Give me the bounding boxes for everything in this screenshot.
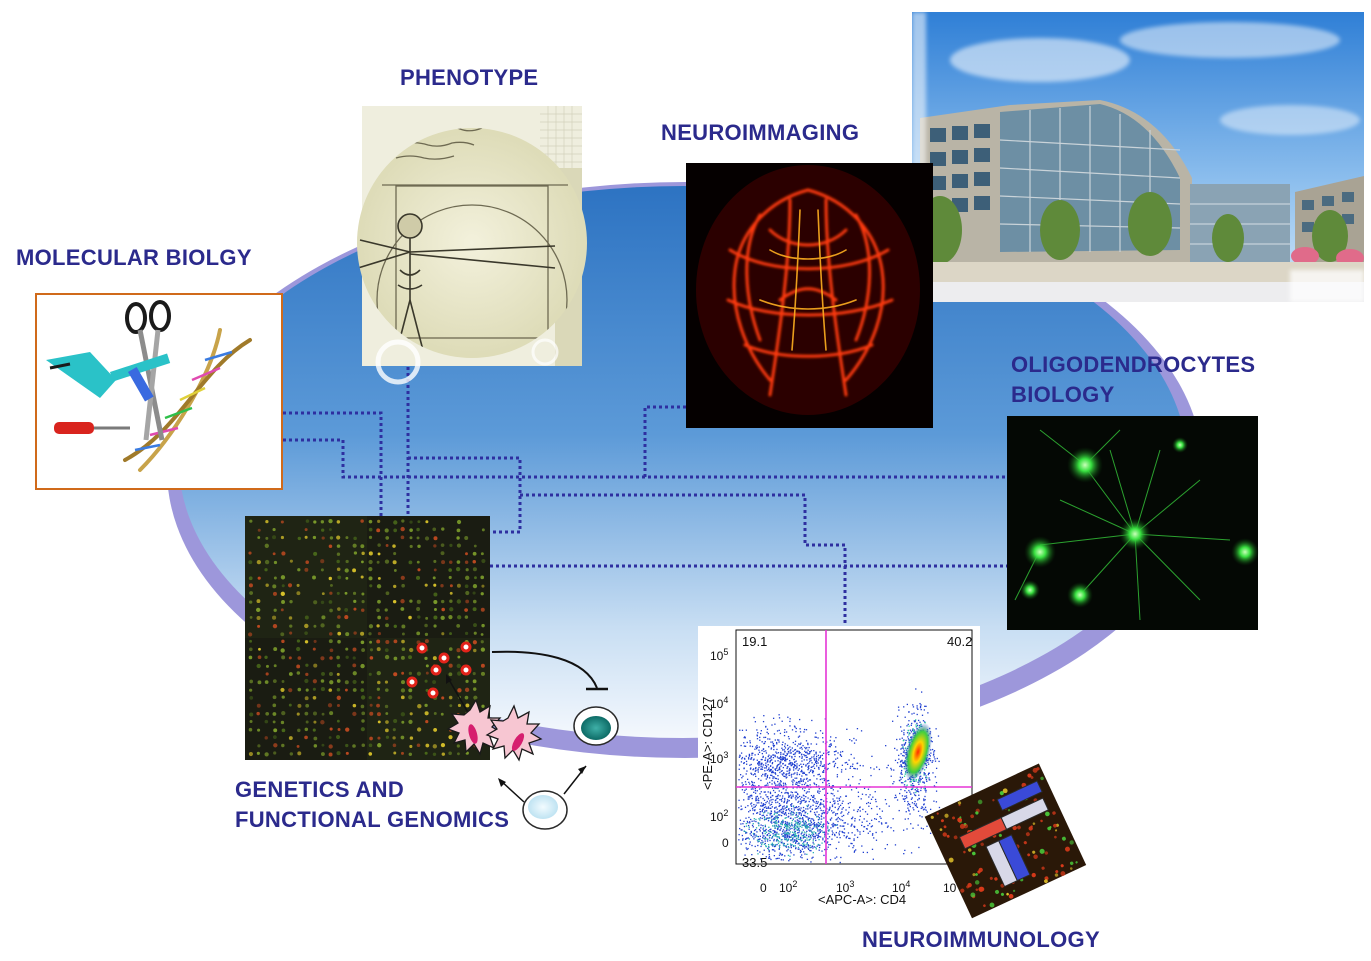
label-neuroimmunology: NEUROIMMUNOLOGY bbox=[862, 927, 1100, 952]
quadrant-q2: 40.2 bbox=[947, 634, 972, 649]
label-neuroimaging: NEUROIMMAGING bbox=[661, 120, 860, 145]
brain-tractography-icon bbox=[686, 163, 933, 428]
svg-text:102: 102 bbox=[710, 808, 728, 824]
flow-cytometry-plot: 19.1 40.2 33.5 <APC-A>: CD4 <PE-A>: CD12… bbox=[698, 626, 980, 912]
y-axis-label: <PE-A>: CD127 bbox=[700, 697, 715, 790]
svg-text:103: 103 bbox=[836, 879, 854, 895]
svg-text:102: 102 bbox=[779, 879, 797, 895]
hot-population bbox=[904, 722, 932, 782]
svg-text:10: 10 bbox=[943, 881, 957, 895]
svg-text:0: 0 bbox=[722, 836, 729, 850]
institute-building-icon bbox=[912, 12, 1364, 302]
quadrant-q3: 33.5 bbox=[742, 855, 767, 870]
svg-text:103: 103 bbox=[710, 750, 728, 766]
cell-fluorescence-icon bbox=[1007, 416, 1259, 630]
svg-text:104: 104 bbox=[892, 879, 910, 895]
x-axis-label: <APC-A>: CD4 bbox=[818, 892, 906, 907]
label-phenotype: PHENOTYPE bbox=[400, 65, 539, 90]
svg-text:105: 105 bbox=[710, 647, 728, 663]
tools-dna-icon bbox=[35, 293, 283, 490]
vitruvian-man-icon bbox=[357, 106, 587, 385]
svg-text:104: 104 bbox=[710, 695, 728, 711]
connector-lines bbox=[283, 367, 1030, 630]
label-genetics: GENETICS AND FUNCTIONAL GENOMICS bbox=[235, 777, 510, 832]
cell-interaction-diagram bbox=[446, 650, 619, 830]
label-oligodendrocytes: OLIGODENDROCYTES BIOLOGY bbox=[1011, 352, 1256, 407]
label-molecular-biology: MOLECULAR BIOLGY bbox=[16, 245, 252, 270]
y-tick-labels: 105 104 103 102 0 bbox=[710, 647, 729, 850]
microarray-icon bbox=[245, 516, 490, 760]
quadrant-q1: 19.1 bbox=[742, 634, 767, 649]
antibody-icon bbox=[924, 763, 1087, 919]
x-tick-labels: 0 102 103 104 10 bbox=[760, 879, 957, 895]
svg-text:0: 0 bbox=[760, 881, 767, 895]
